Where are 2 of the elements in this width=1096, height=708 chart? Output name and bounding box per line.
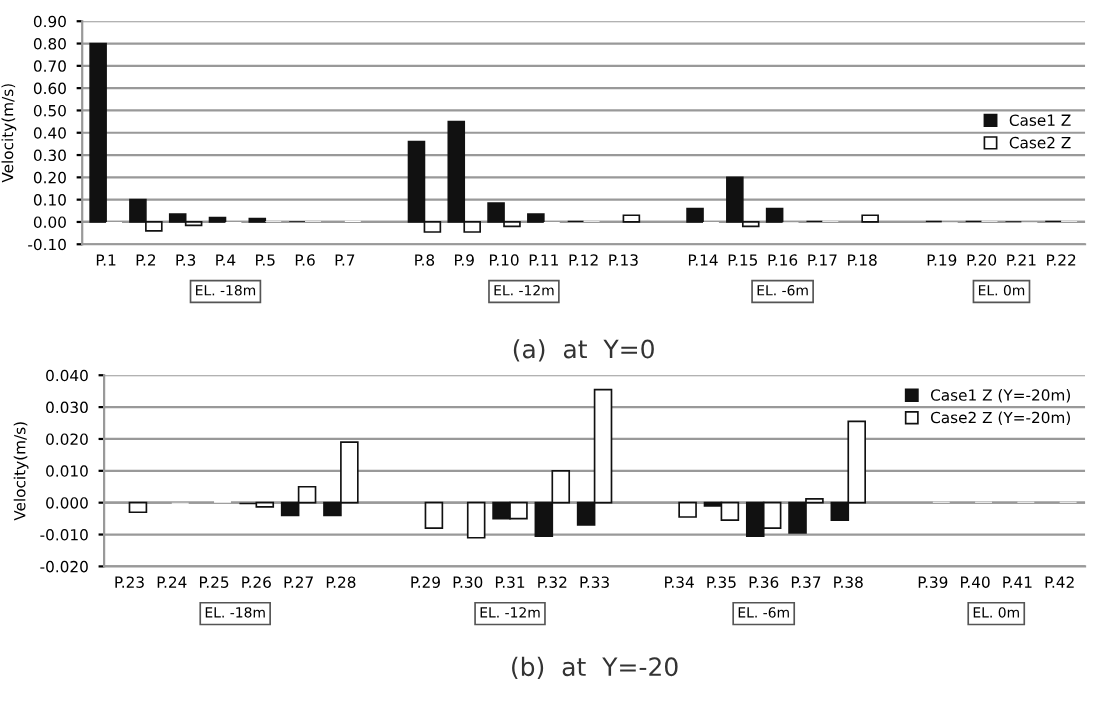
text: (a) at Y=0 xyxy=(513,339,654,362)
text: (b) at Y=-20 xyxy=(512,656,678,680)
